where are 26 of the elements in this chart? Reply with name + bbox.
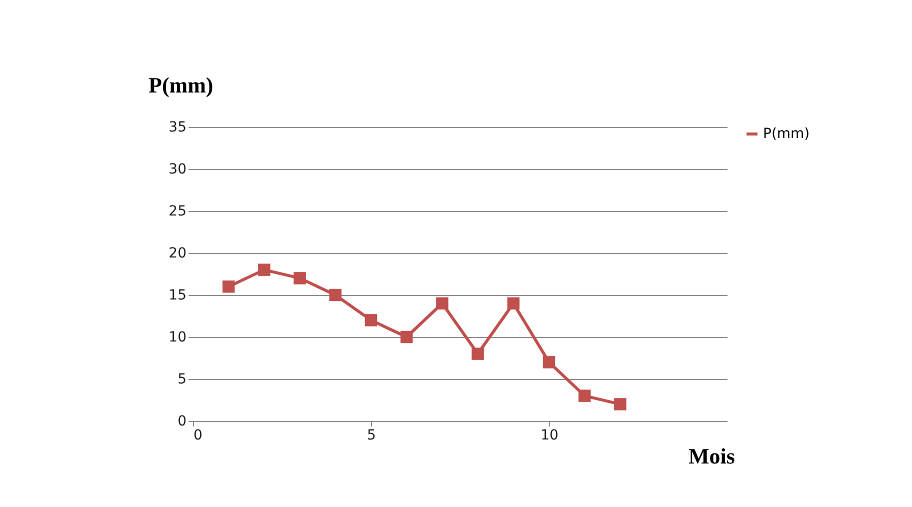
point <box>436 297 448 310</box>
point <box>507 297 520 310</box>
x-tick-label: 5 <box>367 428 376 444</box>
point <box>400 330 413 344</box>
point <box>542 356 556 368</box>
point <box>294 272 306 284</box>
point <box>329 288 342 302</box>
point <box>578 390 591 402</box>
y-tick-label: 15 <box>168 288 186 304</box>
y-tick-label: 20 <box>168 246 186 262</box>
x-axis-title: Mois <box>688 444 736 468</box>
point <box>222 280 235 293</box>
legend-label: P(mm) <box>763 126 810 142</box>
y-tick-label: 10 <box>168 330 186 346</box>
point <box>472 348 484 360</box>
y-tick-label: 0 <box>178 414 186 430</box>
y-tick-label: 5 <box>178 372 186 388</box>
point <box>258 264 270 276</box>
point <box>614 398 626 410</box>
y-axis-title: P(mm) <box>148 72 214 98</box>
point <box>364 314 378 326</box>
y-tick-label: 25 <box>168 204 186 220</box>
y-tick-label: 30 <box>168 162 186 178</box>
y-tick-label: 35 <box>168 120 186 136</box>
x-tick-label: 0 <box>194 428 202 444</box>
x-tick-label: 10 <box>540 428 558 444</box>
